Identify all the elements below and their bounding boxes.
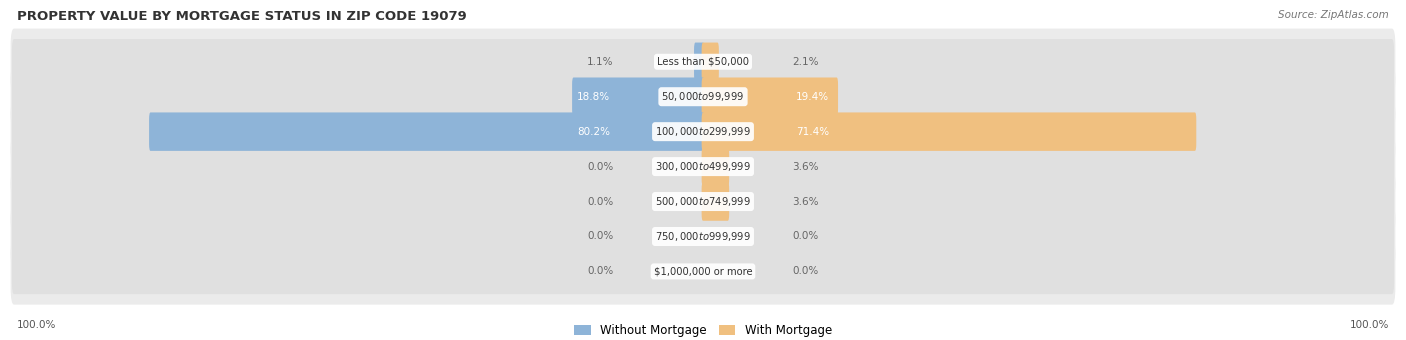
Text: $1,000,000 or more: $1,000,000 or more [654, 267, 752, 276]
FancyBboxPatch shape [572, 78, 704, 116]
Text: 18.8%: 18.8% [576, 92, 610, 102]
FancyBboxPatch shape [13, 214, 1393, 259]
FancyBboxPatch shape [11, 168, 1395, 235]
Text: 0.0%: 0.0% [588, 267, 613, 276]
Text: 2.1%: 2.1% [793, 57, 820, 67]
Text: 0.0%: 0.0% [793, 232, 818, 241]
FancyBboxPatch shape [13, 109, 1393, 154]
Text: $500,000 to $749,999: $500,000 to $749,999 [655, 195, 751, 208]
FancyBboxPatch shape [13, 39, 1393, 84]
Text: PROPERTY VALUE BY MORTGAGE STATUS IN ZIP CODE 19079: PROPERTY VALUE BY MORTGAGE STATUS IN ZIP… [17, 10, 467, 23]
Text: Source: ZipAtlas.com: Source: ZipAtlas.com [1278, 10, 1389, 20]
Text: 0.0%: 0.0% [588, 162, 613, 172]
Text: 71.4%: 71.4% [796, 127, 830, 137]
Text: 100.0%: 100.0% [17, 320, 56, 330]
Text: $50,000 to $99,999: $50,000 to $99,999 [661, 90, 745, 103]
FancyBboxPatch shape [702, 113, 1197, 151]
Text: 0.0%: 0.0% [588, 232, 613, 241]
Text: 3.6%: 3.6% [793, 197, 820, 206]
FancyBboxPatch shape [702, 78, 838, 116]
FancyBboxPatch shape [13, 74, 1393, 119]
Text: Less than $50,000: Less than $50,000 [657, 57, 749, 67]
FancyBboxPatch shape [695, 42, 704, 81]
Text: $750,000 to $999,999: $750,000 to $999,999 [655, 230, 751, 243]
FancyBboxPatch shape [11, 29, 1395, 95]
Text: $100,000 to $299,999: $100,000 to $299,999 [655, 125, 751, 138]
FancyBboxPatch shape [11, 133, 1395, 200]
FancyBboxPatch shape [149, 113, 704, 151]
FancyBboxPatch shape [11, 238, 1395, 305]
Text: 1.1%: 1.1% [586, 57, 613, 67]
Text: 100.0%: 100.0% [1350, 320, 1389, 330]
Text: 3.6%: 3.6% [793, 162, 820, 172]
FancyBboxPatch shape [11, 203, 1395, 270]
FancyBboxPatch shape [13, 179, 1393, 224]
FancyBboxPatch shape [702, 182, 730, 221]
Text: 0.0%: 0.0% [588, 197, 613, 206]
Legend: Without Mortgage, With Mortgage: Without Mortgage, With Mortgage [569, 319, 837, 340]
Text: $300,000 to $499,999: $300,000 to $499,999 [655, 160, 751, 173]
Text: 0.0%: 0.0% [793, 267, 818, 276]
Text: 19.4%: 19.4% [796, 92, 830, 102]
FancyBboxPatch shape [11, 99, 1395, 165]
FancyBboxPatch shape [13, 144, 1393, 189]
FancyBboxPatch shape [702, 42, 718, 81]
FancyBboxPatch shape [13, 249, 1393, 294]
FancyBboxPatch shape [11, 64, 1395, 130]
FancyBboxPatch shape [702, 147, 730, 186]
Text: 80.2%: 80.2% [576, 127, 610, 137]
